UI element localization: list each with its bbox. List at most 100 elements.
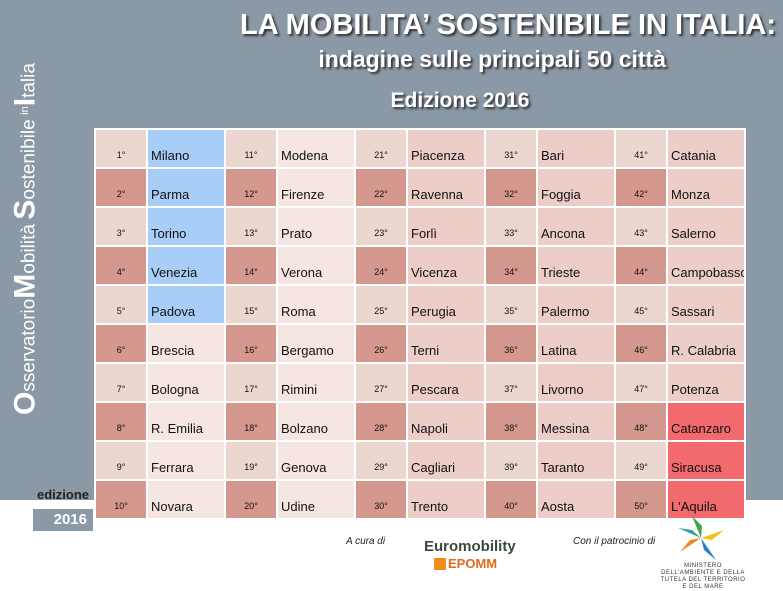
title-letter-m: M bbox=[8, 273, 42, 299]
rank-city: Venezia bbox=[146, 245, 226, 286]
rank-city: Bolzano bbox=[276, 401, 356, 442]
rank-city: Rimini bbox=[276, 362, 356, 403]
rank-position: 2° bbox=[94, 167, 148, 208]
title-letter-s: S bbox=[8, 199, 42, 220]
edition-year: 2016 bbox=[33, 509, 93, 531]
rank-city: Latina bbox=[536, 323, 616, 364]
rank-position: 23° bbox=[354, 206, 408, 247]
rank-position: 3° bbox=[94, 206, 148, 247]
rank-city: Udine bbox=[276, 479, 356, 520]
rank-position: 40° bbox=[484, 479, 538, 520]
rank-position: 27° bbox=[354, 362, 408, 403]
rank-position: 49° bbox=[614, 440, 668, 481]
observatory-vertical-title: OsservatorioMobilità Sostenibile inItali… bbox=[3, 24, 47, 454]
patronage-label: Con il patrocinio di bbox=[573, 536, 656, 547]
rank-city: Terni bbox=[406, 323, 486, 364]
rank-city: Forlì bbox=[406, 206, 486, 247]
rank-position: 47° bbox=[614, 362, 668, 403]
rank-city: Foggia bbox=[536, 167, 616, 208]
ranking-table-body: 1° Milano 11° Modena 21° Piacenza 31° Bari 41° Ca… bbox=[94, 128, 746, 520]
page-subtitle: indagine sulle principali 50 città bbox=[318, 46, 666, 72]
rank-position: 16° bbox=[224, 323, 278, 364]
rank-city: Cagliari bbox=[406, 440, 486, 481]
rank-city: Genova bbox=[276, 440, 356, 481]
rank-city: Vicenza bbox=[406, 245, 486, 286]
rank-city: Bologna bbox=[146, 362, 226, 403]
rank-position: 32° bbox=[484, 167, 538, 208]
title-word-osservatorio: sservatorio bbox=[18, 298, 40, 392]
rank-position: 48° bbox=[614, 401, 668, 442]
rank-city: Monza bbox=[666, 167, 746, 208]
table-row: 10° Novara 20° Udine 30° Trento 40° Aosta 50° L'A… bbox=[94, 479, 746, 520]
rank-city: Firenze bbox=[276, 167, 356, 208]
title-word-in: in bbox=[19, 106, 31, 115]
title-word-mobilita: obilità bbox=[18, 224, 40, 274]
rank-city: Piacenza bbox=[406, 128, 486, 169]
rank-position: 43° bbox=[614, 206, 668, 247]
euromobility-logo: Euromobility EPOMM bbox=[424, 536, 524, 576]
rank-city: Ancona bbox=[536, 206, 616, 247]
title-word-italia: talia bbox=[18, 63, 40, 98]
rank-position: 4° bbox=[94, 245, 148, 286]
rank-city: R. Calabria bbox=[666, 323, 746, 364]
rank-position: 35° bbox=[484, 284, 538, 325]
rank-position: 7° bbox=[94, 362, 148, 403]
rank-position: 26° bbox=[354, 323, 408, 364]
rank-city: Campobasso bbox=[666, 245, 746, 286]
table-row: 7° Bologna 17° Rimini 27° Pescara 37° Livorno 47… bbox=[94, 362, 746, 403]
rank-city: Napoli bbox=[406, 401, 486, 442]
epomm-name: EPOMM bbox=[448, 556, 498, 571]
rank-position: 44° bbox=[614, 245, 668, 286]
rank-city: Ravenna bbox=[406, 167, 486, 208]
rank-city: Perugia bbox=[406, 284, 486, 325]
table-row: 6° Brescia 16° Bergamo 26° Terni 36° Latina 46° R… bbox=[94, 323, 746, 364]
rank-city: Brescia bbox=[146, 323, 226, 364]
rank-city: Verona bbox=[276, 245, 356, 286]
rank-city: Bergamo bbox=[276, 323, 356, 364]
rank-position: 30° bbox=[354, 479, 408, 520]
rank-position: 12° bbox=[224, 167, 278, 208]
rank-position: 31° bbox=[484, 128, 538, 169]
rank-city: Novara bbox=[146, 479, 226, 520]
rank-position: 34° bbox=[484, 245, 538, 286]
rank-position: 15° bbox=[224, 284, 278, 325]
title-letter-o: O bbox=[8, 391, 42, 415]
rank-position: 25° bbox=[354, 284, 408, 325]
logo-leaf-teal bbox=[678, 528, 701, 538]
rank-city: Catanzaro bbox=[666, 401, 746, 442]
rank-position: 42° bbox=[614, 167, 668, 208]
rank-city: Trieste bbox=[536, 245, 616, 286]
rank-position: 10° bbox=[94, 479, 148, 520]
rank-position: 45° bbox=[614, 284, 668, 325]
rank-position: 18° bbox=[224, 401, 278, 442]
rank-city: Milano bbox=[146, 128, 226, 169]
rank-city: Roma bbox=[276, 284, 356, 325]
rank-city: L'Aquila bbox=[666, 479, 746, 520]
ranking-table-container: 1° Milano 11° Modena 21° Piacenza 31° Bari 41° Ca… bbox=[94, 128, 746, 520]
table-row: 1° Milano 11° Modena 21° Piacenza 31° Bari 41° Ca… bbox=[94, 128, 746, 169]
page-title: LA MOBILITA’ SOSTENIBILE IN ITALIA: bbox=[240, 9, 776, 41]
rank-position: 9° bbox=[94, 440, 148, 481]
rank-position: 37° bbox=[484, 362, 538, 403]
rank-position: 11° bbox=[224, 128, 278, 169]
logo-leaf-blue bbox=[701, 538, 716, 560]
rank-city: Trento bbox=[406, 479, 486, 520]
rank-position: 38° bbox=[484, 401, 538, 442]
rank-city: Livorno bbox=[536, 362, 616, 403]
title-word-sostenibile: ostenibile bbox=[18, 119, 40, 200]
rank-position: 8° bbox=[94, 401, 148, 442]
edition-label: edizione bbox=[36, 487, 89, 502]
rank-city: Ferrara bbox=[146, 440, 226, 481]
rank-city: Aosta bbox=[536, 479, 616, 520]
rank-position: 39° bbox=[484, 440, 538, 481]
rank-city: Bari bbox=[536, 128, 616, 169]
ministero-caption: MINISTERO DELL'AMBIENTE E DELLA TUTELA D… bbox=[660, 563, 746, 590]
rank-city: Sassari bbox=[666, 284, 746, 325]
rank-position: 41° bbox=[614, 128, 668, 169]
edition-badge: edizione 2016 bbox=[33, 485, 93, 531]
epomm-icon bbox=[434, 558, 446, 570]
logo-leaf-green bbox=[692, 516, 702, 538]
table-row: 9° Ferrara 19° Genova 29° Cagliari 39° Taranto 4… bbox=[94, 440, 746, 481]
rank-position: 13° bbox=[224, 206, 278, 247]
rank-position: 33° bbox=[484, 206, 538, 247]
